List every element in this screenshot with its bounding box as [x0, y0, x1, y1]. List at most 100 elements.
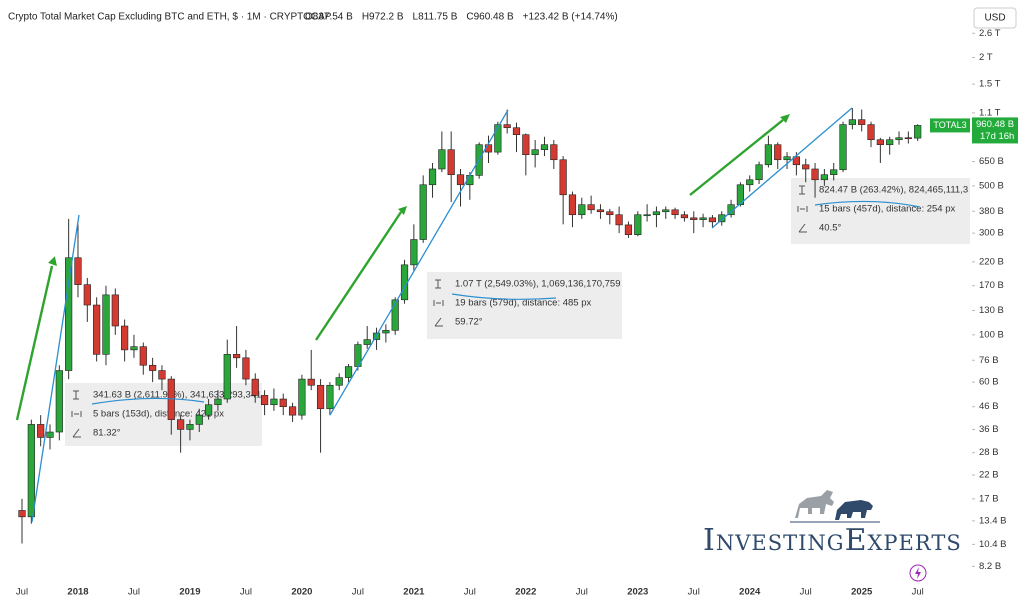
candle-body: [690, 217, 698, 220]
icon-bars: [71, 411, 82, 417]
candle-body: [792, 156, 800, 166]
watermark-word: Investing: [703, 523, 845, 558]
candle-body: [288, 406, 297, 416]
y-tick-label: 650 B: [979, 156, 1004, 167]
candle-body: [251, 378, 259, 396]
icon-angle: [72, 428, 81, 438]
measure-text: 341.63 B (2,611.92%), 341,633,293,341: [93, 390, 261, 401]
candle-body: [158, 370, 166, 380]
y-tick-label: 60 B: [979, 377, 999, 388]
candle-body: [652, 211, 661, 216]
icon-angle: [798, 223, 807, 233]
candle-body: [522, 134, 530, 156]
y-tick-label: 28 B: [979, 447, 999, 458]
candle-body: [718, 214, 726, 223]
candle-body: [858, 119, 866, 125]
icon-bars: [797, 206, 808, 212]
y-tick-label: 8.2 B: [979, 561, 1001, 572]
currency: USD: [984, 13, 1005, 24]
x-tick-label: 2024: [739, 587, 761, 598]
currency-button[interactable]: [973, 7, 1017, 29]
y-tick-label: 1.1 T: [979, 107, 1001, 118]
candle-body: [214, 398, 222, 406]
ohlc-value: +123.42 B (+14.74%): [523, 12, 618, 23]
candle-body: [783, 156, 791, 161]
y-tick-label: 300 B: [979, 228, 1004, 239]
candle-body: [335, 377, 343, 386]
candle-body: [904, 137, 912, 140]
candle-body: [363, 339, 371, 345]
y-tick-label: 17 B: [979, 493, 999, 504]
candle-body: [232, 354, 241, 359]
candle-body: [149, 364, 157, 371]
ohlc-value: L811.75 B: [413, 12, 458, 23]
candle-body: [634, 214, 642, 235]
y-tick-label: 220 B: [979, 256, 1004, 267]
y-tick-label: 46 B: [979, 401, 999, 412]
icon-range: [73, 390, 79, 400]
price-badge: [972, 117, 1018, 144]
symbol-label: TOTAL3: [933, 120, 966, 130]
candle-body: [531, 149, 539, 156]
candle-body: [260, 395, 269, 406]
candle-body: [587, 204, 595, 211]
x-tick-label: Jul: [352, 587, 364, 598]
candle-body: [886, 139, 894, 145]
candle-body: [27, 424, 35, 518]
candle-body: [755, 164, 763, 181]
candle-body: [307, 378, 315, 386]
candle-body: [568, 194, 577, 216]
x-tick-label: 2021: [403, 587, 425, 598]
candle-body: [550, 144, 558, 161]
candle-body: [298, 378, 306, 416]
measure-text: 824.47 B (263.42%), 824,465,111,3: [819, 185, 968, 196]
ohlc-value: C960.48 B: [466, 12, 514, 23]
measure-text: 40.5°: [819, 223, 841, 234]
candle-body: [130, 346, 138, 351]
candle-body: [764, 144, 772, 166]
candle-body: [37, 424, 45, 438]
candle-body: [643, 214, 651, 217]
candle-body: [102, 294, 110, 355]
y-tick-label: 2 T: [979, 52, 993, 63]
ohlc-value: O837.54 B: [305, 12, 353, 23]
x-tick-label: 2022: [515, 587, 536, 598]
candle-body: [391, 299, 399, 331]
candle-body: [326, 384, 334, 410]
candle-body: [83, 284, 91, 306]
y-tick-label: 10.4 B: [979, 539, 1006, 550]
candle-body: [93, 304, 101, 355]
candle-body: [606, 211, 614, 216]
watermark: InvestingExperts: [703, 523, 962, 558]
candle-body: [177, 419, 185, 430]
candle-body: [447, 149, 455, 176]
candle-body: [559, 159, 567, 196]
candle-body: [540, 144, 549, 150]
measure-text: 81.32°: [93, 428, 121, 439]
candle-body: [596, 209, 605, 213]
candle-body: [727, 204, 735, 216]
watermark-text: InvestingExperts: [703, 523, 962, 558]
candle-body: [121, 325, 129, 351]
ohlc-legend: O837.54 B H972.2 B L811.75 B C960.48 B +123.…: [305, 12, 618, 23]
candle-body: [65, 257, 73, 371]
candle-body: [344, 366, 353, 378]
candle-body: [680, 214, 689, 219]
candle-body: [316, 384, 325, 410]
candle-body: [615, 214, 623, 226]
candle-body: [419, 184, 427, 240]
y-tick-label: 2.6 T: [979, 28, 1001, 39]
x-tick-label: 2025: [851, 587, 873, 598]
candle-body: [746, 179, 754, 186]
icon-bars: [433, 300, 444, 306]
candle-body: [830, 169, 838, 176]
candle-body: [895, 137, 903, 141]
measure-text: 19 bars (579d), distance: 485 px: [455, 298, 592, 309]
candle-body: [18, 510, 26, 518]
candle-body: [699, 217, 707, 220]
candle-body: [839, 124, 847, 171]
x-tick-label: Jul: [464, 587, 476, 598]
x-tick-label: Jul: [240, 587, 252, 598]
candle-body: [708, 217, 717, 223]
